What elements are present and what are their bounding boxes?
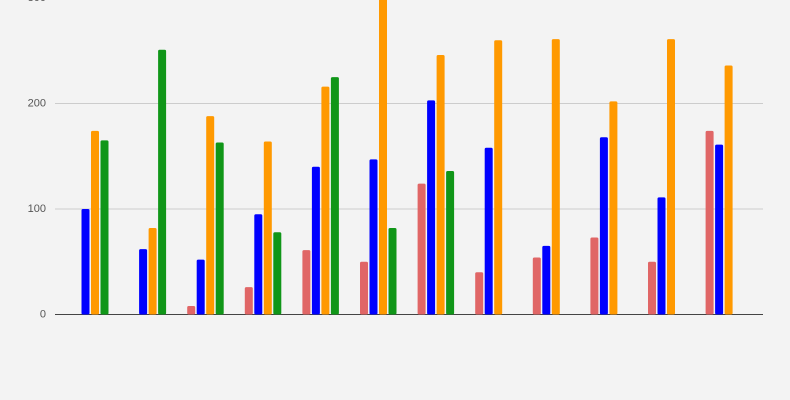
bar — [302, 250, 311, 315]
bar — [427, 100, 436, 315]
bar — [379, 0, 387, 315]
y-tick-label: 100 — [28, 203, 46, 215]
bar — [475, 272, 484, 315]
bar — [657, 197, 666, 315]
bar — [599, 137, 608, 315]
bar — [360, 261, 368, 315]
bar — [484, 147, 493, 315]
bar — [273, 232, 282, 315]
bar — [590, 237, 599, 315]
bar — [369, 159, 378, 315]
y-tick-label: 200 — [28, 97, 46, 109]
bar — [215, 142, 224, 315]
y-tick-label: 300 — [28, 0, 46, 4]
bar — [311, 166, 320, 315]
bar — [417, 183, 426, 315]
bar — [715, 144, 724, 315]
bar — [254, 214, 263, 315]
bar — [244, 287, 253, 315]
bar — [158, 49, 167, 315]
bar — [100, 140, 109, 315]
bar — [705, 130, 714, 315]
bar — [263, 141, 272, 315]
bar — [206, 116, 215, 315]
bar — [139, 249, 148, 315]
bar — [446, 171, 455, 315]
bar — [91, 130, 99, 315]
y-tick-label: 0 — [40, 308, 46, 320]
bar — [436, 54, 445, 315]
bar — [667, 39, 675, 315]
bar — [542, 245, 551, 315]
bar — [648, 261, 656, 315]
bar — [494, 40, 503, 315]
bar — [724, 65, 733, 315]
bar — [187, 306, 196, 315]
bar — [388, 227, 397, 315]
bar — [551, 39, 560, 315]
bar — [196, 259, 205, 315]
bar — [148, 227, 157, 315]
bar — [330, 77, 339, 315]
bar — [81, 209, 90, 315]
bar — [609, 101, 618, 315]
bar — [321, 86, 330, 315]
bar — [532, 257, 541, 315]
